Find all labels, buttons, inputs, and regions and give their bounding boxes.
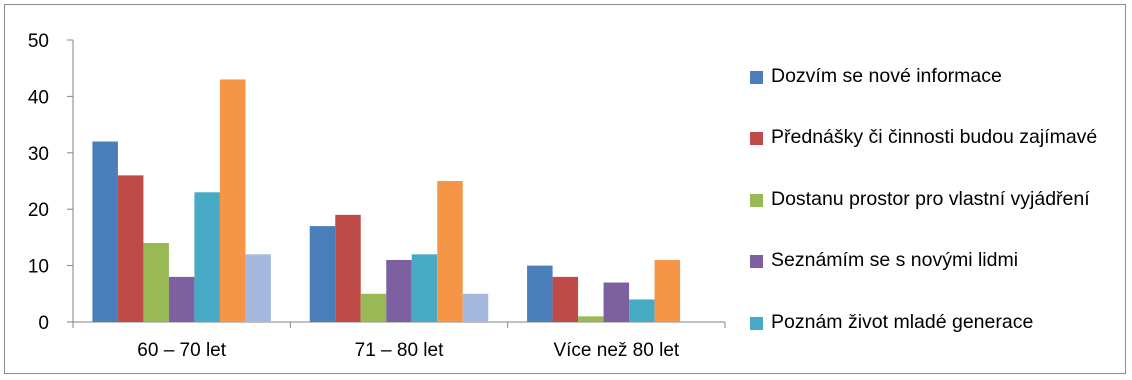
bar <box>309 226 336 322</box>
x-category-label: Více než 80 let <box>553 340 679 361</box>
bar <box>219 79 246 322</box>
bar <box>168 276 195 322</box>
legend-swatch <box>750 317 763 330</box>
legend-swatch <box>750 71 763 84</box>
x-category-label: 71 – 80 let <box>355 340 444 361</box>
bar <box>629 299 655 322</box>
y-tick-label: 30 <box>28 144 49 165</box>
legend-item: Přednášky či činnosti budou zajímavé <box>750 122 1120 153</box>
legend-item: Dozvím se nové informace <box>750 61 1120 92</box>
bar <box>335 214 361 322</box>
y-tick-label: 20 <box>28 200 49 221</box>
bar <box>462 293 489 322</box>
y-tick-label: 40 <box>28 87 49 108</box>
bar <box>527 265 553 322</box>
legend-item: Dostanu prostor pro vlastní vyjádření <box>750 184 1120 215</box>
legend-swatch <box>750 194 763 207</box>
legend-label: Poznám život mladé generace <box>771 311 1034 333</box>
bar <box>92 141 118 322</box>
legend-swatch <box>750 255 763 268</box>
bar <box>654 259 681 322</box>
legend-label: Dostanu prostor pro vlastní vyjádření <box>771 188 1090 210</box>
bar <box>411 254 438 322</box>
legend-label: Přednášky či činnosti budou zajímavé <box>771 126 1098 148</box>
bar <box>578 316 604 322</box>
legend-item: Seznámím se s novými lidmi <box>750 245 1120 276</box>
y-tick-label: 0 <box>38 313 49 334</box>
legend-label: Seznámím se s novými lidmi <box>771 249 1019 271</box>
legend-swatch <box>750 132 763 145</box>
bar <box>552 276 579 322</box>
bar <box>386 259 412 322</box>
bar <box>143 243 169 322</box>
bar <box>245 254 271 322</box>
bar <box>360 293 387 322</box>
bar <box>603 282 630 322</box>
bar <box>194 192 220 322</box>
x-category-label: 60 – 70 let <box>137 340 226 361</box>
bar <box>117 175 144 322</box>
legend-item: Poznám život mladé generace <box>750 307 1120 338</box>
y-tick-label: 50 <box>28 31 49 52</box>
legend-label: Dozvím se nové informace <box>771 65 1002 87</box>
y-tick-label: 10 <box>28 257 49 278</box>
bar <box>437 181 463 322</box>
